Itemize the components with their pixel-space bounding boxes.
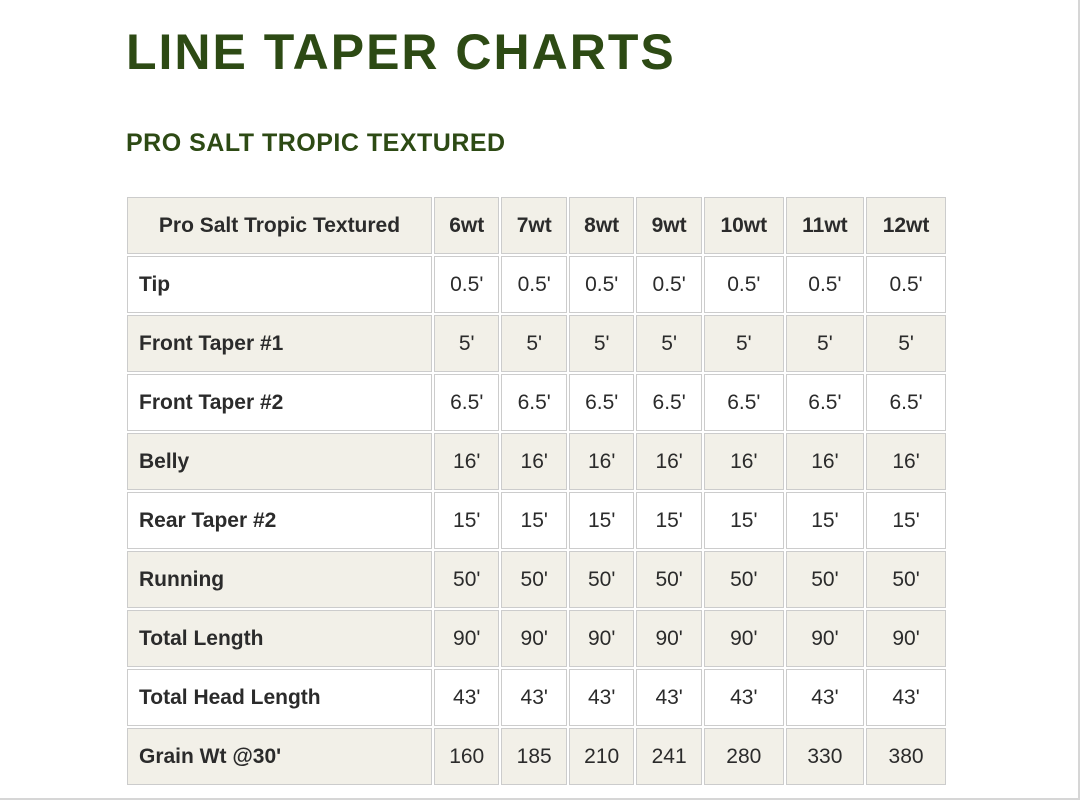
column-header-8wt: 8wt xyxy=(568,197,635,254)
value-cell: 90' xyxy=(568,610,635,667)
value-cell: 15' xyxy=(568,492,635,549)
table-row: Grain Wt @30' 160 185 210 241 280 330 380 xyxy=(127,728,946,785)
table-body: Tip 0.5' 0.5' 0.5' 0.5' 0.5' 0.5' 0.5' Front Tap… xyxy=(127,256,946,785)
value-cell: 280 xyxy=(703,728,784,785)
row-label: Tip xyxy=(127,256,432,313)
value-cell: 5' xyxy=(636,315,702,372)
value-cell: 50' xyxy=(785,551,865,608)
row-label: Total Head Length xyxy=(127,669,432,726)
value-cell: 43' xyxy=(866,669,946,726)
value-cell: 330 xyxy=(785,728,865,785)
table-row: Tip 0.5' 0.5' 0.5' 0.5' 0.5' 0.5' 0.5' xyxy=(127,256,946,313)
value-cell: 15' xyxy=(785,492,865,549)
column-header-11wt: 11wt xyxy=(785,197,865,254)
row-label: Rear Taper #2 xyxy=(127,492,432,549)
value-cell: 43' xyxy=(501,669,567,726)
value-cell: 6.5' xyxy=(785,374,865,431)
value-cell: 5' xyxy=(785,315,865,372)
value-cell: 5' xyxy=(501,315,567,372)
value-cell: 6.5' xyxy=(501,374,567,431)
value-cell: 43' xyxy=(568,669,635,726)
value-cell: 16' xyxy=(501,433,567,490)
value-cell: 90' xyxy=(636,610,702,667)
value-cell: 43' xyxy=(703,669,784,726)
value-cell: 90' xyxy=(703,610,784,667)
value-cell: 16' xyxy=(636,433,702,490)
value-cell: 16' xyxy=(434,433,500,490)
column-header-6wt: 6wt xyxy=(434,197,500,254)
value-cell: 16' xyxy=(785,433,865,490)
table-row: Total Head Length 43' 43' 43' 43' 43' 43' 43' xyxy=(127,669,946,726)
value-cell: 50' xyxy=(703,551,784,608)
value-cell: 0.5' xyxy=(501,256,567,313)
value-cell: 0.5' xyxy=(636,256,702,313)
row-label: Front Taper #2 xyxy=(127,374,432,431)
value-cell: 90' xyxy=(501,610,567,667)
value-cell: 50' xyxy=(636,551,702,608)
value-cell: 0.5' xyxy=(434,256,500,313)
table-corner-header: Pro Salt Tropic Textured xyxy=(127,197,432,254)
table-row: Running 50' 50' 50' 50' 50' 50' 50' xyxy=(127,551,946,608)
value-cell: 210 xyxy=(568,728,635,785)
value-cell: 6.5' xyxy=(866,374,946,431)
table-header: Pro Salt Tropic Textured 6wt 7wt 8wt 9wt 10w… xyxy=(127,197,946,254)
value-cell: 15' xyxy=(866,492,946,549)
value-cell: 5' xyxy=(866,315,946,372)
taper-table: Pro Salt Tropic Textured 6wt 7wt 8wt 9wt 10w… xyxy=(125,195,948,787)
value-cell: 5' xyxy=(568,315,635,372)
row-label: Front Taper #1 xyxy=(127,315,432,372)
table-header-row: Pro Salt Tropic Textured 6wt 7wt 8wt 9wt 10w… xyxy=(127,197,946,254)
column-header-12wt: 12wt xyxy=(866,197,946,254)
value-cell: 6.5' xyxy=(568,374,635,431)
row-label: Belly xyxy=(127,433,432,490)
table-row: Total Length 90' 90' 90' 90' 90' 90' 90' xyxy=(127,610,946,667)
value-cell: 43' xyxy=(785,669,865,726)
value-cell: 16' xyxy=(866,433,946,490)
value-cell: 6.5' xyxy=(703,374,784,431)
value-cell: 43' xyxy=(636,669,702,726)
value-cell: 50' xyxy=(434,551,500,608)
value-cell: 50' xyxy=(568,551,635,608)
row-label: Total Length xyxy=(127,610,432,667)
page-title: LINE TAPER CHARTS xyxy=(126,24,676,80)
value-cell: 43' xyxy=(434,669,500,726)
value-cell: 50' xyxy=(501,551,567,608)
value-cell: 15' xyxy=(703,492,784,549)
value-cell: 0.5' xyxy=(785,256,865,313)
section-title: PRO SALT TROPIC TEXTURED xyxy=(126,129,506,157)
value-cell: 50' xyxy=(866,551,946,608)
value-cell: 16' xyxy=(568,433,635,490)
value-cell: 16' xyxy=(703,433,784,490)
content-area: LINE TAPER CHARTS PRO SALT TROPIC TEXTUR… xyxy=(125,24,948,787)
column-header-7wt: 7wt xyxy=(501,197,567,254)
table-row: Belly 16' 16' 16' 16' 16' 16' 16' xyxy=(127,433,946,490)
value-cell: 6.5' xyxy=(636,374,702,431)
value-cell: 0.5' xyxy=(866,256,946,313)
column-header-10wt: 10wt xyxy=(703,197,784,254)
value-cell: 5' xyxy=(434,315,500,372)
value-cell: 15' xyxy=(434,492,500,549)
table-row: Front Taper #2 6.5' 6.5' 6.5' 6.5' 6.5' 6.5' 6.… xyxy=(127,374,946,431)
value-cell: 185 xyxy=(501,728,567,785)
column-header-9wt: 9wt xyxy=(636,197,702,254)
value-cell: 90' xyxy=(785,610,865,667)
value-cell: 90' xyxy=(866,610,946,667)
value-cell: 90' xyxy=(434,610,500,667)
value-cell: 15' xyxy=(501,492,567,549)
row-label: Running xyxy=(127,551,432,608)
value-cell: 6.5' xyxy=(434,374,500,431)
value-cell: 0.5' xyxy=(703,256,784,313)
value-cell: 241 xyxy=(636,728,702,785)
value-cell: 160 xyxy=(434,728,500,785)
value-cell: 15' xyxy=(636,492,702,549)
table-row: Front Taper #1 5' 5' 5' 5' 5' 5' 5' xyxy=(127,315,946,372)
table-row: Rear Taper #2 15' 15' 15' 15' 15' 15' 15' xyxy=(127,492,946,549)
value-cell: 380 xyxy=(866,728,946,785)
value-cell: 5' xyxy=(703,315,784,372)
row-label: Grain Wt @30' xyxy=(127,728,432,785)
value-cell: 0.5' xyxy=(568,256,635,313)
